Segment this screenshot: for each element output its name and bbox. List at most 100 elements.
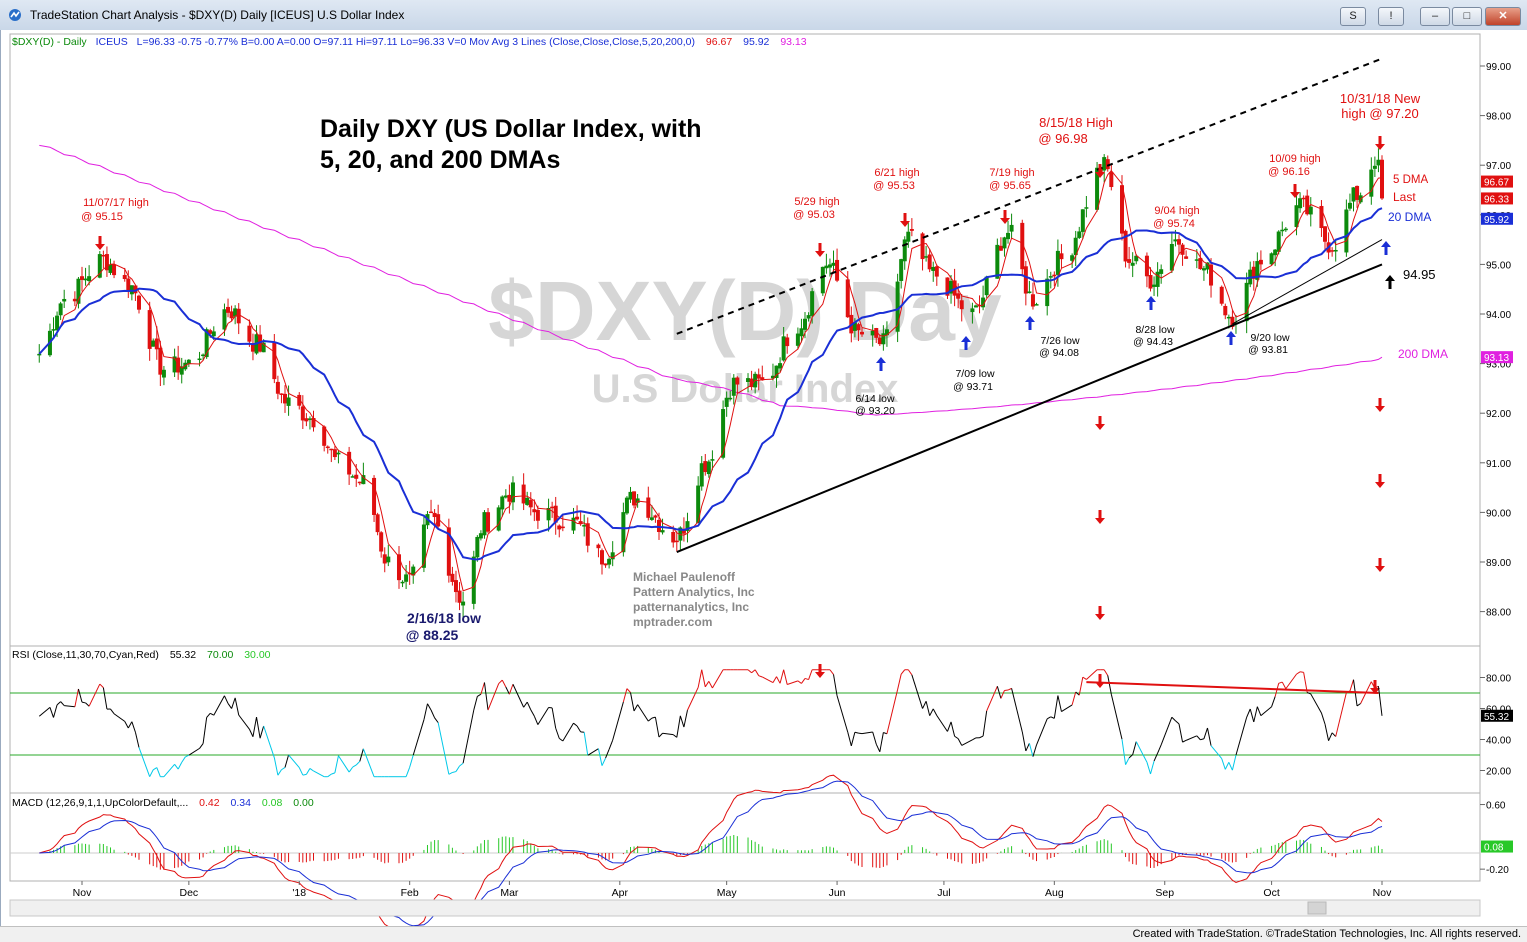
- candle-body: [336, 453, 340, 455]
- candle-body: [123, 275, 127, 279]
- candle-body: [479, 533, 483, 538]
- candle-body: [675, 541, 679, 543]
- candle-body: [582, 525, 586, 527]
- red-down-arrow-shaft: [1379, 474, 1382, 482]
- candle-body: [1352, 187, 1356, 201]
- candle-body: [301, 406, 305, 420]
- candle-body: [828, 264, 832, 267]
- candle-body: [835, 260, 839, 281]
- price-tick-label: 88.00: [1486, 608, 1511, 619]
- footer-credit: Created with TradeStation. ©TradeStation…: [1133, 928, 1521, 940]
- candle-body: [52, 329, 56, 331]
- red-down-arrow-shaft: [1099, 510, 1102, 518]
- x-tick-label: Feb: [401, 887, 419, 899]
- x-tick-label: '18: [292, 887, 306, 899]
- x-tick-label: Sep: [1155, 887, 1174, 899]
- candle-body: [956, 293, 960, 298]
- rsi-segment: [1300, 672, 1304, 673]
- candle-body: [856, 324, 860, 330]
- rsi-tick-label: 80.00: [1486, 674, 1511, 685]
- maximize-button[interactable]: □: [1452, 7, 1482, 26]
- candle-body: [550, 507, 554, 509]
- annotation-0614-low: 6/14 low@ 93.20: [855, 393, 895, 417]
- price-tag-label: 96.67: [1484, 178, 1509, 189]
- candle-body: [653, 515, 657, 517]
- candle-body: [201, 355, 205, 357]
- candle-body: [810, 291, 814, 316]
- candle-body: [383, 554, 387, 563]
- candle-body: [832, 263, 836, 266]
- candle-body: [84, 279, 88, 281]
- candle-body: [1173, 239, 1177, 241]
- candle-body: [821, 267, 825, 293]
- annotation-0828-low: 8/28 low@ 94.43: [1133, 324, 1175, 348]
- price-tick-label: 97.00: [1486, 161, 1511, 172]
- annotation-0904-high: 9/04 high@ 95.74: [1153, 205, 1200, 230]
- candle-body: [1127, 259, 1131, 263]
- candle-body: [561, 527, 565, 529]
- chart-canvas[interactable]: $DXY(D) Day U.S Dollar Index $DXY(D) - D…: [0, 30, 1527, 926]
- red-down-arrow-shaft: [1099, 606, 1102, 614]
- candle-body: [757, 374, 761, 378]
- candle-body: [532, 509, 536, 512]
- chart-title-line-1: Daily DXY (US Dollar Index, with: [320, 115, 702, 143]
- x-tick-label: May: [717, 887, 738, 899]
- candle-body: [155, 339, 159, 350]
- candle-body: [824, 266, 828, 269]
- red-down-arrow-shaft: [1099, 416, 1102, 424]
- blue-up-arrow-shaft: [1385, 247, 1388, 255]
- annotation-0719-high: 7/19 high@ 95.65: [989, 167, 1035, 192]
- candle-body: [1045, 279, 1049, 306]
- tradestation-logo-icon: [8, 8, 22, 22]
- annotation-0726-low: 7/26 low@ 94.08: [1039, 335, 1080, 359]
- candle-body: [529, 500, 533, 507]
- candle-body: [1376, 160, 1380, 166]
- candle-body: [881, 333, 885, 344]
- candle-body: [137, 296, 141, 310]
- symbol-menu-button[interactable]: S: [1340, 7, 1366, 26]
- candle-body: [1159, 269, 1163, 274]
- candle-body: [1202, 268, 1206, 270]
- macd-tick-label: -0.20: [1486, 865, 1509, 876]
- scrollbar-thumb[interactable]: [1308, 902, 1326, 914]
- candle-body: [910, 229, 914, 231]
- x-tick-label: Jul: [937, 887, 950, 899]
- price-tick-label: 90.00: [1486, 508, 1511, 519]
- candle-body: [358, 482, 362, 484]
- label-5dma: 5 DMA: [1393, 174, 1428, 186]
- candle-body: [404, 574, 408, 581]
- candle-body: [500, 497, 504, 510]
- rsi-panel[interactable]: [10, 646, 1480, 793]
- candle-body: [1049, 276, 1053, 278]
- annotation-0709-low: 7/09 low@ 93.71: [953, 368, 995, 393]
- price-tick-label: 94.00: [1486, 310, 1511, 321]
- candle-body: [1355, 186, 1359, 200]
- macd-y-axis: 0.60 -0.20: [1480, 801, 1509, 877]
- header-ma200: 93.13: [780, 36, 806, 48]
- candle-body: [700, 463, 704, 486]
- candle-body: [671, 532, 675, 542]
- macd-tick-label: 0.60: [1486, 801, 1506, 812]
- candle-body: [721, 409, 725, 458]
- horizontal-scrollbar[interactable]: [10, 900, 1480, 916]
- candle-body: [1220, 287, 1224, 304]
- price-tick-label: 92.00: [1486, 409, 1511, 420]
- rsi-tick-label: 20.00: [1486, 767, 1511, 778]
- close-button[interactable]: ✕: [1485, 7, 1521, 26]
- candle-body: [37, 354, 41, 356]
- minimize-button[interactable]: –: [1420, 7, 1450, 26]
- status-bar: Created with TradeStation. ©TradeStation…: [0, 926, 1527, 942]
- candle-body: [1273, 250, 1277, 256]
- rsi-header: RSI (Close,11,30,70,Cyan,Red) 55.32 70.0…: [12, 649, 271, 661]
- candle-body: [572, 518, 576, 531]
- x-tick-label: Nov: [73, 887, 92, 899]
- candle-body: [1373, 166, 1377, 169]
- candle-body: [222, 309, 226, 329]
- candle-body: [860, 332, 864, 335]
- alert-menu-button[interactable]: !: [1378, 7, 1404, 26]
- candle-body: [454, 580, 458, 592]
- candle-body: [401, 582, 405, 584]
- candle-body: [1035, 304, 1039, 306]
- red-down-arrow-shaft: [1004, 210, 1007, 218]
